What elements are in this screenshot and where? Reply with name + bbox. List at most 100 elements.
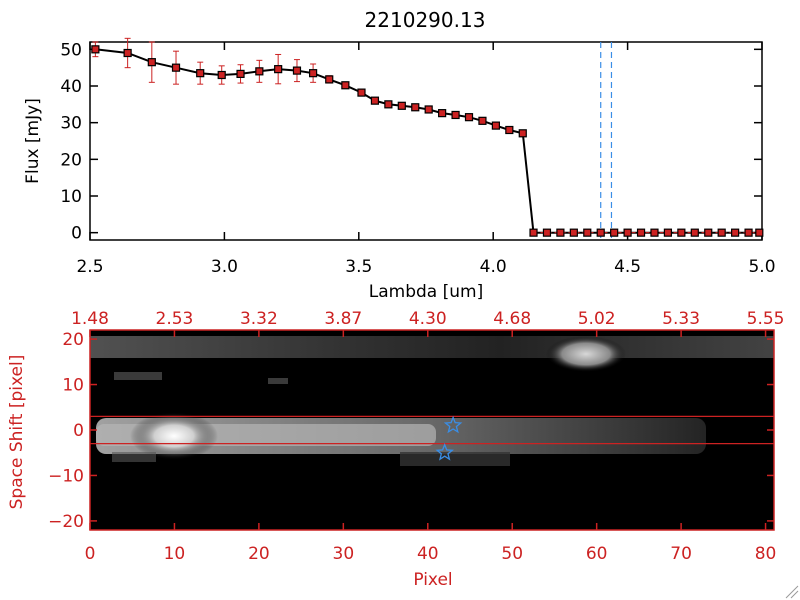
data-point [650, 228, 659, 237]
image-top-tick-label: 4.68 [493, 309, 531, 329]
image-x-tick-label: 10 [164, 544, 186, 564]
upper-source-blob [546, 336, 626, 372]
star-marker-icon [435, 442, 454, 461]
data-point [438, 109, 447, 118]
resize-grip-icon[interactable] [785, 585, 799, 599]
data-point [731, 228, 740, 237]
data-point [397, 101, 406, 110]
data-point [755, 228, 764, 237]
aperture-lines [90, 415, 774, 445]
data-point [236, 69, 245, 79]
data-point [309, 69, 318, 78]
y-tick-label: 30 [60, 114, 82, 134]
y-tick-label: 50 [60, 40, 82, 60]
data-point [341, 81, 350, 90]
flux-points [91, 45, 764, 237]
image-top-tick-label: 1.48 [71, 309, 109, 329]
data-point [717, 228, 726, 237]
data-point [123, 48, 132, 58]
y-tick-label: 0 [71, 224, 82, 244]
spectrum-y-label: Flux [mJy] [23, 98, 43, 184]
data-point [147, 58, 156, 67]
image-top-tick-label: 3.87 [324, 309, 362, 329]
source-markers [435, 415, 463, 461]
data-point [529, 228, 538, 237]
data-point [491, 121, 500, 130]
data-point [292, 66, 302, 75]
image-x-tick-label: 60 [586, 544, 608, 564]
image-top-tick-label: 2.53 [156, 309, 194, 329]
image-x-tick-label: 70 [670, 544, 692, 564]
star-marker-icon [443, 415, 463, 434]
data-point [610, 228, 619, 237]
spectrum-plot-frame [89, 41, 763, 241]
image-y-tick-label: −20 [48, 512, 84, 532]
image-y-label: Space Shift [pixel] [7, 355, 27, 510]
image-x-label: Pixel [413, 570, 452, 590]
data-point [636, 228, 646, 237]
data-point [196, 69, 205, 78]
y-tick-label: 10 [60, 187, 82, 207]
data-point [255, 67, 264, 76]
data-point [663, 228, 673, 237]
data-point [464, 113, 474, 122]
image-x-tick-label: 40 [417, 544, 439, 564]
data-point [583, 228, 592, 237]
image-y-tick-label: 0 [73, 421, 84, 441]
x-tick-label: 5.0 [748, 257, 775, 277]
data-point [424, 105, 433, 114]
data-point [744, 228, 753, 237]
image-features [90, 336, 774, 466]
image-x-tick-label: 20 [248, 544, 270, 564]
image-x-tick-label: 80 [755, 544, 777, 564]
image-x-tick-label: 30 [333, 544, 355, 564]
error-bars [92, 37, 526, 136]
data-point [690, 228, 699, 237]
data-point [274, 65, 283, 74]
image-top-tick-label: 4.30 [409, 309, 447, 329]
image-x-tick-label: 50 [501, 544, 523, 564]
x-tick-label: 2.5 [76, 257, 103, 277]
image-axis-ticks: 0 10 20 30 40 50 60 70 80 1.48 2.53 3.32 3.87 4.30 4.6… [48, 309, 784, 564]
data-point [569, 228, 578, 237]
top-reference-lines [600, 42, 613, 240]
data-point [677, 228, 686, 237]
data-point [451, 110, 460, 120]
image-y-tick-label: −10 [48, 466, 84, 486]
data-point [505, 125, 514, 135]
image-top-tick-label: 5.55 [747, 309, 785, 329]
main-source-blob [130, 412, 218, 460]
x-tick-label: 3.0 [211, 257, 238, 277]
spectral-image-plot: 0 10 20 30 40 50 60 70 80 1.48 2.53 3.32 3.87 4.30 4.6… [7, 309, 784, 590]
image-y-tick-label: 10 [62, 376, 84, 396]
data-point [411, 103, 420, 112]
x-tick-label: 4.0 [480, 257, 507, 277]
spectrum-title: 2210290.13 [365, 8, 486, 32]
image-x-tick-label: 0 [85, 544, 96, 564]
spectrum-plot: 2210290.13 2.5 3.0 3.5 4.0 4.5 5.0 0 10 20 30 40 50… [23, 8, 776, 302]
data-point [357, 88, 366, 97]
data-point [596, 228, 605, 237]
spectrum-x-label: Lambda [um] [369, 282, 483, 302]
x-tick-label: 4.5 [614, 257, 641, 277]
flux-line [95, 48, 760, 234]
image-y-tick-label: 20 [62, 330, 84, 350]
data-point [370, 96, 380, 105]
top-axis-ticks: 2.5 3.0 3.5 4.0 4.5 5.0 0 10 20 30 40 50 [60, 40, 775, 277]
data-point [518, 129, 527, 138]
data-point [704, 228, 713, 237]
y-tick-label: 40 [60, 77, 82, 97]
data-point [478, 116, 487, 125]
data-point [171, 63, 181, 72]
image-top-tick-label: 3.32 [240, 309, 278, 329]
data-point [91, 45, 100, 54]
data-point [217, 70, 226, 80]
data-point [384, 100, 393, 109]
x-tick-label: 3.5 [345, 257, 372, 277]
data-point [623, 228, 632, 237]
data-point [542, 228, 552, 237]
y-tick-label: 20 [60, 150, 82, 170]
image-top-tick-label: 5.33 [662, 309, 700, 329]
image-top-tick-label: 5.02 [578, 309, 616, 329]
